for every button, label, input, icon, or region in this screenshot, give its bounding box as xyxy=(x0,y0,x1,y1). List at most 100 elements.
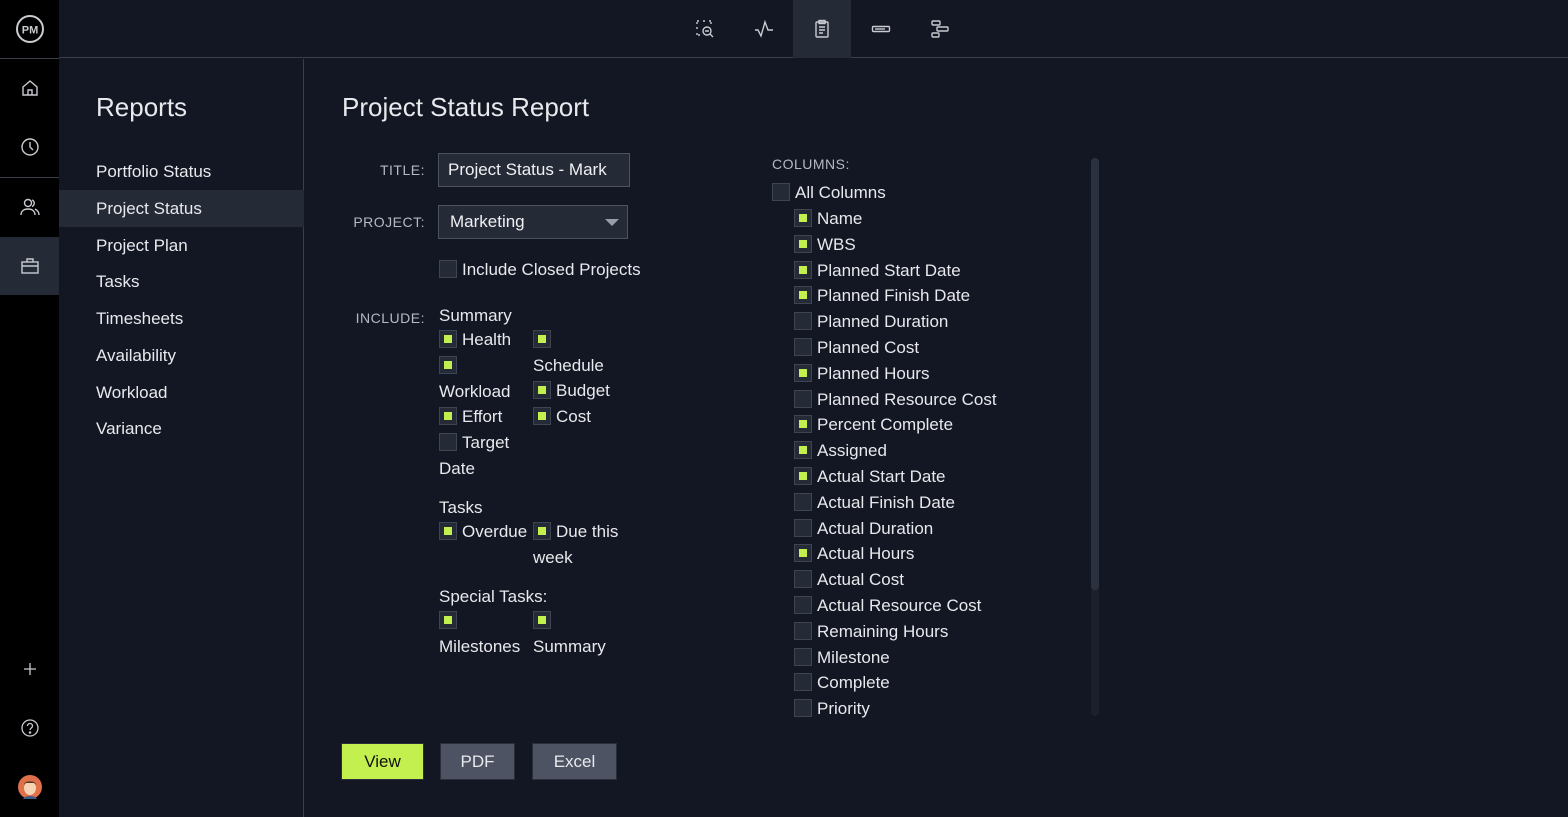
users-icon[interactable] xyxy=(0,178,59,236)
checkbox[interactable] xyxy=(439,522,457,540)
option-workload[interactable]: Workload xyxy=(439,353,531,405)
checkbox-label: Actual Duration xyxy=(817,518,934,538)
checkbox[interactable] xyxy=(794,570,812,589)
gantt-icon[interactable] xyxy=(911,0,969,58)
sidebar-item-variance[interactable]: Variance xyxy=(96,419,162,438)
plus-icon[interactable] xyxy=(0,640,59,698)
checkbox[interactable] xyxy=(794,415,812,434)
column-option[interactable]: Actual Cost xyxy=(794,567,904,593)
column-option[interactable]: Complete xyxy=(794,670,890,696)
checkbox[interactable] xyxy=(794,286,812,305)
checkbox[interactable] xyxy=(794,209,812,227)
checkbox[interactable] xyxy=(794,647,812,666)
sidebar-item-portfolio-status[interactable]: Portfolio Status xyxy=(96,162,212,181)
checkbox[interactable] xyxy=(439,260,457,278)
checkbox[interactable] xyxy=(533,330,551,348)
pdf-button[interactable]: PDF xyxy=(440,743,515,780)
option-target-date[interactable]: Target Date xyxy=(439,430,531,482)
checkbox[interactable] xyxy=(533,522,551,540)
column-option[interactable]: Actual Finish Date xyxy=(794,490,955,516)
checkbox[interactable] xyxy=(794,621,812,640)
option-all-columns[interactable]: All Columns xyxy=(772,180,886,206)
checkbox[interactable] xyxy=(439,330,457,348)
option-effort[interactable]: Effort xyxy=(439,404,531,430)
pm-logo[interactable]: PM xyxy=(0,0,59,58)
column-option[interactable]: Actual Duration xyxy=(794,516,933,542)
checkbox-label: Complete xyxy=(817,673,890,693)
column-option[interactable]: Percent Complete xyxy=(794,412,953,438)
checkbox[interactable] xyxy=(794,596,812,614)
checkbox[interactable] xyxy=(794,544,812,563)
view-button[interactable]: View xyxy=(341,743,424,780)
sidebar-item-project-status[interactable]: Project Status xyxy=(59,190,304,227)
option-milestones[interactable]: Milestones xyxy=(439,608,531,660)
checkbox[interactable] xyxy=(794,673,812,692)
option-due-this-week[interactable]: Due this week xyxy=(533,519,629,571)
checkbox[interactable] xyxy=(439,407,457,425)
project-select[interactable]: Marketing xyxy=(438,205,628,239)
option-summary[interactable]: Summary xyxy=(533,608,621,660)
sidebar-item-availability[interactable]: Availability xyxy=(96,346,177,365)
special-tasks-heading: Special Tasks: xyxy=(439,587,548,606)
clipboard-icon[interactable] xyxy=(793,0,851,58)
column-option[interactable]: Planned Hours xyxy=(794,361,929,387)
column-option[interactable]: Planned Resource Cost xyxy=(794,387,997,413)
clock-icon[interactable] xyxy=(0,118,59,176)
option-cost[interactable]: Cost xyxy=(533,404,633,430)
sidebar-item-workload[interactable]: Workload xyxy=(96,383,168,402)
checkbox[interactable] xyxy=(794,441,812,460)
column-option[interactable]: Planned Start Date xyxy=(794,258,961,284)
briefcase-icon[interactable] xyxy=(0,237,59,295)
column-option[interactable]: Actual Start Date xyxy=(794,464,946,490)
sidebar-item-project-plan[interactable]: Project Plan xyxy=(96,236,188,255)
column-option[interactable]: Planned Duration xyxy=(794,309,948,335)
checkbox[interactable] xyxy=(772,183,790,201)
checkbox[interactable] xyxy=(533,407,551,425)
checkbox[interactable] xyxy=(439,356,457,374)
column-option[interactable]: Name xyxy=(794,206,862,232)
icon-rail: PM xyxy=(0,0,59,817)
excel-button[interactable]: Excel xyxy=(532,743,617,780)
checkbox[interactable] xyxy=(794,518,812,537)
checkbox[interactable] xyxy=(794,363,812,382)
home-icon[interactable] xyxy=(0,59,59,117)
checkbox[interactable] xyxy=(794,260,812,279)
avatar[interactable] xyxy=(0,758,59,816)
column-option[interactable]: Actual Hours xyxy=(794,541,914,567)
column-option[interactable]: Priority xyxy=(794,696,870,722)
title-input[interactable]: Project Status - Mark xyxy=(438,153,630,187)
include-closed-checkbox[interactable]: Include Closed Projects xyxy=(439,257,641,283)
checkbox[interactable] xyxy=(794,234,812,253)
option-budget[interactable]: Budget xyxy=(533,378,633,404)
sidebar-item-tasks[interactable]: Tasks xyxy=(96,272,140,291)
option-schedule[interactable]: Schedule xyxy=(533,327,621,379)
column-option[interactable]: Milestone xyxy=(794,645,890,671)
checkbox[interactable] xyxy=(794,312,812,331)
column-option[interactable]: Assigned xyxy=(794,438,887,464)
checkbox[interactable] xyxy=(794,338,812,356)
activity-icon[interactable] xyxy=(735,0,793,58)
option-health[interactable]: Health xyxy=(439,327,531,353)
column-option[interactable]: Remaining Hours xyxy=(794,619,948,645)
scrollbar[interactable] xyxy=(1091,158,1099,716)
option-overdue[interactable]: Overdue xyxy=(439,519,533,545)
column-option[interactable]: Planned Cost xyxy=(794,335,919,361)
column-option[interactable]: Planned Finish Date xyxy=(794,283,970,309)
checkbox[interactable] xyxy=(533,611,551,629)
checkbox[interactable] xyxy=(533,381,551,399)
scrollbar-thumb[interactable] xyxy=(1091,158,1099,590)
help-icon[interactable] xyxy=(0,699,59,757)
checkbox[interactable] xyxy=(794,492,812,511)
column-option[interactable]: Actual Resource Cost xyxy=(794,593,981,619)
checkbox[interactable] xyxy=(794,389,812,408)
bar-icon[interactable] xyxy=(852,0,910,58)
sidebar-item-timesheets[interactable]: Timesheets xyxy=(96,309,184,328)
checkbox[interactable] xyxy=(439,611,457,629)
checkbox[interactable] xyxy=(794,699,812,718)
column-option[interactable]: WBS xyxy=(794,232,856,258)
checkbox[interactable] xyxy=(439,433,457,451)
checkbox-label: Milestones xyxy=(439,636,521,656)
checkbox[interactable] xyxy=(794,467,812,485)
zoom-select-icon[interactable] xyxy=(676,0,734,58)
checkbox-label: Remaining Hours xyxy=(817,621,949,641)
